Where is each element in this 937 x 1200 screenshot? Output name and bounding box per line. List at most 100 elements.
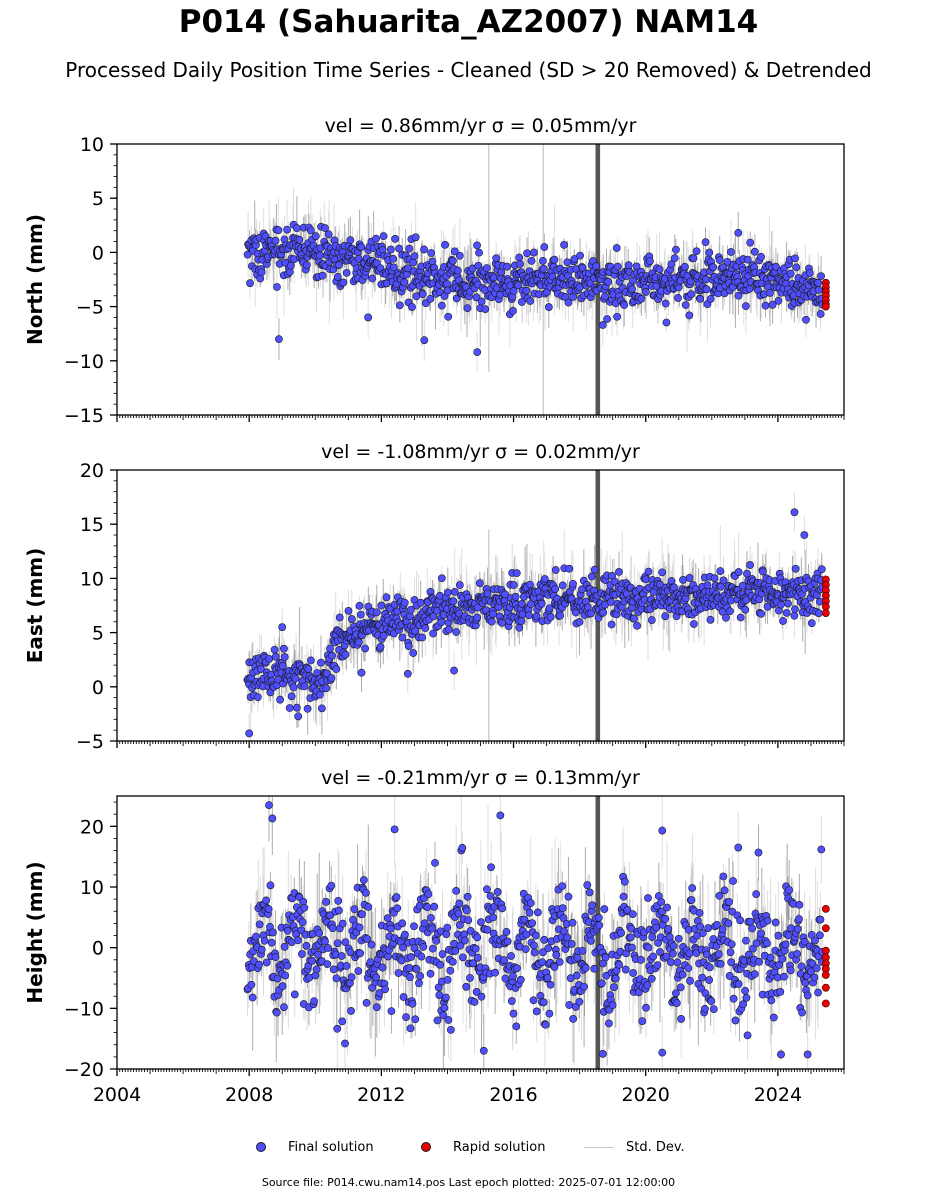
final-solution-point	[472, 293, 481, 302]
final-solution-point	[786, 269, 795, 278]
final-solution-point	[389, 254, 398, 263]
final-solution-point	[601, 292, 609, 301]
final-solution-point	[750, 247, 759, 256]
final-solution-point	[291, 674, 300, 683]
final-solution-point	[701, 238, 710, 247]
panel-2-plot-area	[243, 796, 830, 1069]
final-solution-point	[509, 581, 518, 589]
final-solution-point	[674, 294, 682, 302]
final-solution-point	[475, 248, 483, 257]
final-solution-point	[377, 601, 386, 610]
final-solution-point	[449, 256, 457, 265]
final-solution-point	[311, 232, 320, 241]
final-solution-point	[772, 262, 780, 271]
final-solution-point	[517, 298, 526, 306]
final-solution-point	[565, 564, 574, 573]
final-solution-point	[768, 300, 777, 309]
final-solution-point	[667, 577, 676, 585]
final-solution-point	[280, 644, 288, 653]
final-solution-point	[525, 611, 533, 620]
final-solution-point	[355, 601, 364, 610]
final-solution-point	[509, 306, 517, 315]
final-solution-point	[592, 262, 600, 270]
final-solution-point	[285, 268, 294, 276]
final-solution-point	[276, 695, 285, 704]
final-solution-point	[400, 278, 409, 287]
final-solution-point	[742, 302, 750, 311]
final-solution-point	[757, 609, 766, 618]
final-solution-point	[816, 310, 825, 318]
final-solution-point	[445, 625, 453, 634]
final-solution-point	[791, 254, 799, 263]
final-solution-point	[807, 619, 816, 628]
final-solution-point	[418, 290, 427, 299]
final-solution-point	[560, 240, 568, 249]
final-solution-point	[273, 283, 281, 291]
final-solution-point	[758, 567, 767, 576]
final-solution-point	[453, 266, 462, 275]
final-solution-point	[271, 236, 280, 245]
final-solution-point	[551, 584, 560, 593]
final-solution-point	[332, 665, 341, 673]
panel-1-y-axis-label: East (mm)	[23, 548, 47, 664]
final-solution-point	[766, 288, 774, 297]
final-solution-point	[364, 313, 373, 322]
final-solution-point	[411, 233, 420, 242]
final-solution-point	[792, 263, 801, 272]
final-solution-point	[790, 611, 799, 620]
final-solution-point	[615, 568, 623, 576]
final-solution-point	[317, 704, 326, 713]
final-solution-point	[324, 230, 333, 239]
final-solution-point	[426, 294, 435, 303]
final-solution-point	[306, 226, 315, 235]
final-solution-point	[512, 569, 521, 578]
final-solution-point	[514, 281, 522, 290]
final-solution-point	[667, 260, 676, 269]
final-solution-point	[517, 599, 526, 608]
final-solution-point	[483, 589, 492, 598]
final-solution-point	[722, 613, 730, 622]
final-solution-point	[670, 583, 678, 592]
final-solution-point	[278, 662, 287, 670]
final-solution-point	[526, 580, 534, 589]
final-solution-point	[550, 255, 559, 264]
final-solution-point	[245, 729, 254, 738]
final-solution-point	[300, 682, 309, 691]
final-solution-point	[400, 598, 409, 607]
final-solution-point	[719, 576, 728, 585]
final-solution-point	[702, 285, 711, 294]
final-solution-point	[779, 617, 787, 625]
final-solution-point	[315, 251, 324, 260]
final-solution-point	[817, 565, 826, 574]
final-solution-point	[540, 243, 549, 251]
final-solution-point	[270, 645, 279, 654]
final-solution-point	[727, 596, 735, 605]
final-solution-point	[437, 618, 446, 627]
final-solution-point	[734, 291, 743, 300]
final-solution-point	[398, 633, 407, 642]
final-solution-point	[487, 617, 496, 626]
final-solution-point	[706, 615, 715, 624]
final-solution-point	[452, 294, 461, 303]
final-solution-point	[395, 244, 403, 253]
final-solution-point	[522, 286, 531, 295]
final-solution-point	[316, 690, 324, 699]
final-solution-point	[661, 299, 670, 308]
final-solution-point	[736, 613, 745, 622]
final-solution-point	[280, 653, 289, 661]
final-solution-point	[326, 644, 334, 653]
final-solution-point	[515, 253, 524, 262]
chart-title: P014 (Sahuarita_AZ2007) NAM14	[178, 4, 759, 40]
final-solution-point	[501, 590, 510, 599]
final-solution-point	[805, 269, 814, 277]
final-solution-point	[604, 277, 613, 286]
final-solution-point	[672, 245, 680, 254]
final-solution-point	[587, 609, 595, 618]
final-solution-point	[328, 651, 336, 660]
final-solution-point	[774, 296, 783, 305]
final-solution-point	[746, 561, 755, 569]
final-solution-point	[418, 633, 427, 642]
final-solution-point	[710, 574, 719, 583]
final-solution-point	[624, 261, 633, 270]
